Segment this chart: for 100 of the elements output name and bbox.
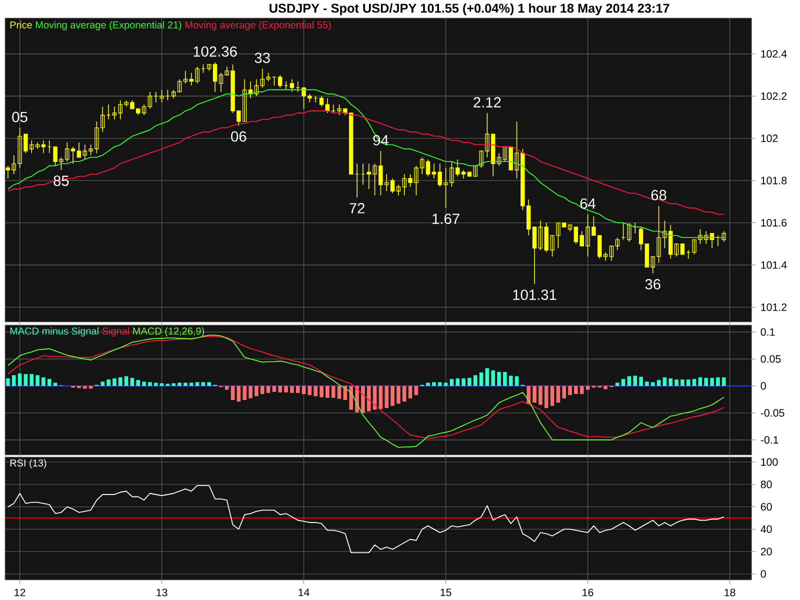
bar bbox=[266, 386, 270, 393]
y-tick-label: 102.4 bbox=[761, 50, 787, 58]
bar bbox=[12, 375, 16, 386]
candlestick bbox=[390, 178, 395, 194]
bar bbox=[456, 378, 460, 386]
bar bbox=[402, 386, 406, 402]
bar bbox=[230, 386, 235, 400]
bar bbox=[142, 382, 146, 386]
bar bbox=[562, 386, 566, 398]
bar bbox=[580, 386, 584, 394]
candlestick bbox=[207, 64, 212, 72]
x-tick-label: 13 bbox=[156, 588, 168, 596]
candlestick bbox=[574, 226, 578, 244]
bar bbox=[686, 379, 690, 386]
candlestick bbox=[218, 72, 224, 92]
annotation: 05 bbox=[12, 112, 28, 122]
bar bbox=[390, 386, 394, 406]
bar bbox=[633, 376, 638, 386]
bar bbox=[308, 386, 312, 396]
candlestick bbox=[172, 89, 176, 99]
bar bbox=[172, 383, 176, 386]
text: Price bbox=[10, 21, 32, 28]
bar bbox=[136, 380, 140, 386]
candlestick bbox=[160, 89, 164, 103]
x-tick-label: 18 bbox=[724, 588, 736, 596]
bar bbox=[53, 382, 58, 386]
bar bbox=[468, 378, 472, 386]
candlestick bbox=[6, 165, 10, 179]
candlestick bbox=[426, 159, 430, 177]
candlestick bbox=[278, 74, 282, 88]
y-tick-label: 101.4 bbox=[761, 261, 787, 269]
candlestick bbox=[627, 222, 632, 242]
bar bbox=[532, 386, 536, 403]
bar bbox=[568, 386, 572, 396]
bar bbox=[615, 382, 620, 386]
bar bbox=[118, 377, 122, 386]
annotation: 06 bbox=[231, 131, 246, 142]
bar bbox=[508, 376, 513, 386]
candlestick bbox=[177, 78, 182, 92]
bar bbox=[550, 386, 554, 406]
bar bbox=[331, 386, 336, 398]
chart-title: USDJPY - Spot USD/JPY 101.55 (+0.04%) 1 hour 18 May 2014 23:17 bbox=[270, 3, 670, 16]
y-tick-label: 100 bbox=[761, 458, 778, 466]
y-tick-label: 101.6 bbox=[761, 219, 787, 227]
candlestick bbox=[532, 226, 537, 284]
bar bbox=[148, 382, 152, 386]
bar bbox=[6, 378, 10, 386]
y-tick-label: 0 bbox=[760, 570, 766, 578]
bar bbox=[674, 379, 678, 386]
bar bbox=[296, 386, 300, 393]
bar bbox=[462, 378, 466, 386]
bar bbox=[82, 386, 87, 389]
bar bbox=[473, 375, 478, 386]
candlestick bbox=[644, 244, 650, 268]
bar bbox=[514, 376, 519, 386]
bar bbox=[450, 378, 454, 386]
bar bbox=[100, 382, 105, 386]
candlestick bbox=[568, 224, 572, 232]
bar bbox=[485, 368, 490, 386]
bar bbox=[414, 386, 418, 396]
bar bbox=[722, 377, 726, 386]
candlestick bbox=[183, 70, 188, 84]
annotation: 68 bbox=[651, 190, 666, 200]
bar bbox=[574, 386, 578, 394]
candlestick bbox=[496, 152, 502, 166]
candlestick bbox=[722, 230, 726, 242]
y-tick-label: -0.1 bbox=[760, 436, 778, 444]
candlestick bbox=[674, 243, 679, 257]
annotation: 101.31 bbox=[513, 290, 556, 300]
bar bbox=[639, 376, 643, 386]
candlestick bbox=[609, 246, 614, 262]
text: MACD minus Signal bbox=[10, 327, 98, 337]
bar bbox=[692, 378, 696, 386]
bar bbox=[384, 386, 389, 408]
candlestick bbox=[35, 142, 40, 150]
bar bbox=[112, 378, 116, 386]
bar bbox=[438, 382, 442, 386]
annotation: 36 bbox=[645, 279, 660, 290]
y-tick-label: 0.05 bbox=[760, 355, 781, 363]
y-tick-label: 80 bbox=[760, 480, 772, 488]
bar bbox=[302, 386, 306, 394]
text: RSI (13) bbox=[10, 459, 46, 469]
bar bbox=[378, 386, 383, 410]
bar bbox=[627, 376, 632, 386]
y-tick-label: 101.8 bbox=[761, 176, 787, 184]
series-label: MACD (12,26,9) bbox=[133, 327, 204, 337]
bar bbox=[47, 378, 52, 386]
candlestick bbox=[319, 96, 324, 108]
candlestick bbox=[148, 91, 152, 110]
x-tick-label: 15 bbox=[440, 588, 452, 596]
candlestick bbox=[290, 78, 294, 92]
bar bbox=[361, 386, 365, 413]
bar bbox=[24, 374, 28, 386]
bar bbox=[479, 372, 484, 386]
bar bbox=[621, 378, 626, 386]
bar bbox=[189, 382, 194, 386]
candlestick bbox=[502, 146, 508, 162]
bar bbox=[278, 386, 282, 392]
candlestick bbox=[603, 252, 608, 262]
bar bbox=[178, 382, 182, 386]
